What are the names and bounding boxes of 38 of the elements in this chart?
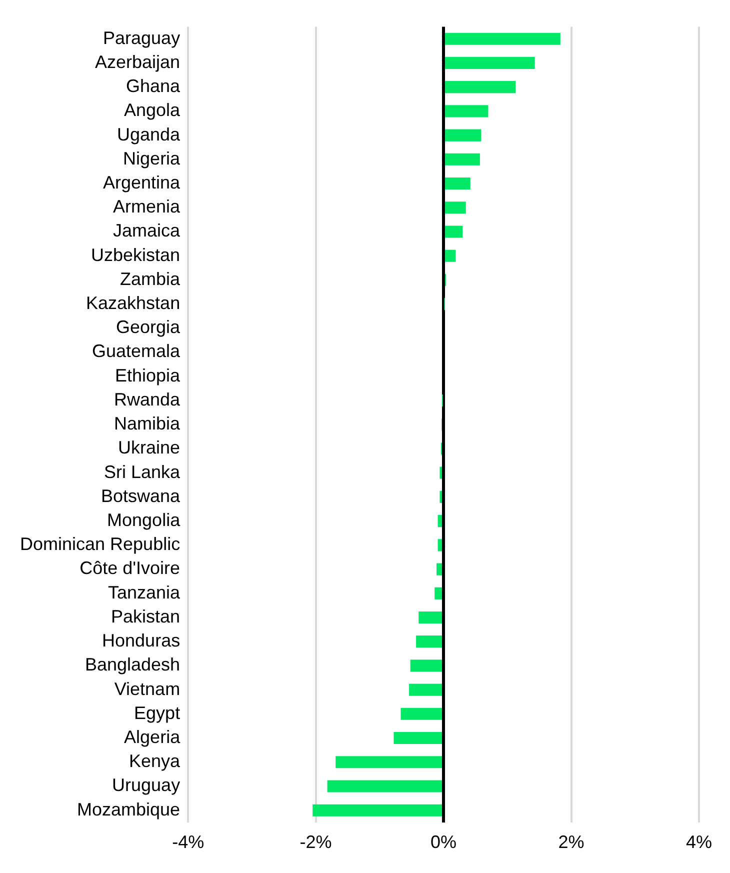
y-tick-label: Azerbaijan: [95, 52, 180, 72]
y-tick-label: Kenya: [129, 751, 182, 772]
y-tick-label: Namibia: [114, 414, 182, 434]
y-tick-label: Pakistan: [111, 606, 180, 626]
y-tick-label: Ghana: [126, 76, 182, 96]
y-tick-label: Tanzania: [108, 582, 182, 602]
y-tick-label: Argentina: [103, 172, 182, 192]
y-tick-label: Vietnam: [114, 678, 180, 699]
y-tick-label: Algeria: [124, 726, 182, 747]
y-tick-label: Armenia: [113, 196, 182, 217]
y-tick-label: Honduras: [102, 630, 180, 651]
x-tick-label: 0%: [430, 832, 457, 852]
y-tick-label: Mozambique: [77, 799, 180, 820]
y-tick-label: Angola: [124, 100, 182, 120]
y-tick-label: Ethiopia: [115, 365, 182, 386]
y-tick-label: Uzbekistan: [91, 244, 180, 265]
y-tick-label: Sri Lanka: [104, 462, 182, 482]
y-tick-label: Egypt: [134, 702, 180, 723]
x-tick-label: -2%: [300, 832, 332, 852]
y-tick-label: Mongolia: [107, 510, 182, 530]
y-tick-label: Nigeria: [123, 148, 182, 168]
y-tick-label: Botswana: [101, 486, 182, 506]
y-tick-label: Paraguay: [103, 28, 180, 48]
y-tick-label: Jamaica: [113, 220, 182, 241]
y-tick-label: Côte d'Ivoire: [80, 558, 180, 578]
x-tick-label: 2%: [558, 832, 584, 852]
y-tick-label: Georgia: [116, 317, 182, 338]
y-tick-label: Dominican Republic: [20, 534, 180, 554]
y-tick-label: Uganda: [117, 124, 182, 144]
x-tick-label: 4%: [686, 832, 712, 852]
y-tick-label: Uruguay: [112, 775, 180, 796]
y-tick-label: Guatemala: [92, 341, 182, 362]
y-tick-label: Ukraine: [118, 438, 180, 458]
x-tick-label: -4%: [172, 832, 204, 852]
y-tick-label: Kazakhstan: [86, 293, 180, 314]
y-tick-label: Zambia: [120, 268, 182, 289]
y-tick-label: Rwanda: [114, 389, 182, 410]
y-tick-label: Bangladesh: [84, 654, 180, 675]
